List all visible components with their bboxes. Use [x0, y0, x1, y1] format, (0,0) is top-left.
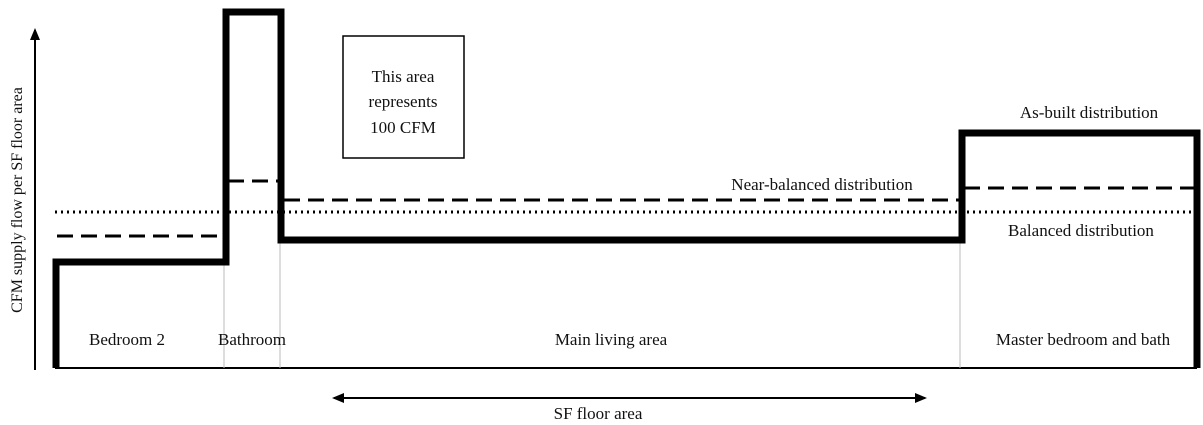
room-label-bathroom: Bathroom	[218, 330, 286, 349]
room-label-master-bedroom: Master bedroom and bath	[996, 330, 1171, 349]
scale-box-line-2: represents	[369, 92, 438, 111]
as-built-label: As-built distribution	[1020, 103, 1159, 122]
as-built-distribution-line	[56, 12, 1197, 368]
scale-box-line-3: 100 CFM	[370, 118, 436, 137]
room-label-bedroom-2: Bedroom 2	[89, 330, 165, 349]
scale-box-line-1: This area	[372, 67, 435, 86]
balanced-label: Balanced distribution	[1008, 221, 1154, 240]
room-label-main-living-area: Main living area	[555, 330, 668, 349]
y-axis-label: CFM supply flow per SF floor area	[9, 87, 26, 313]
x-axis-label: SF floor area	[554, 404, 643, 423]
near-balanced-label: Near-balanced distribution	[731, 175, 913, 194]
